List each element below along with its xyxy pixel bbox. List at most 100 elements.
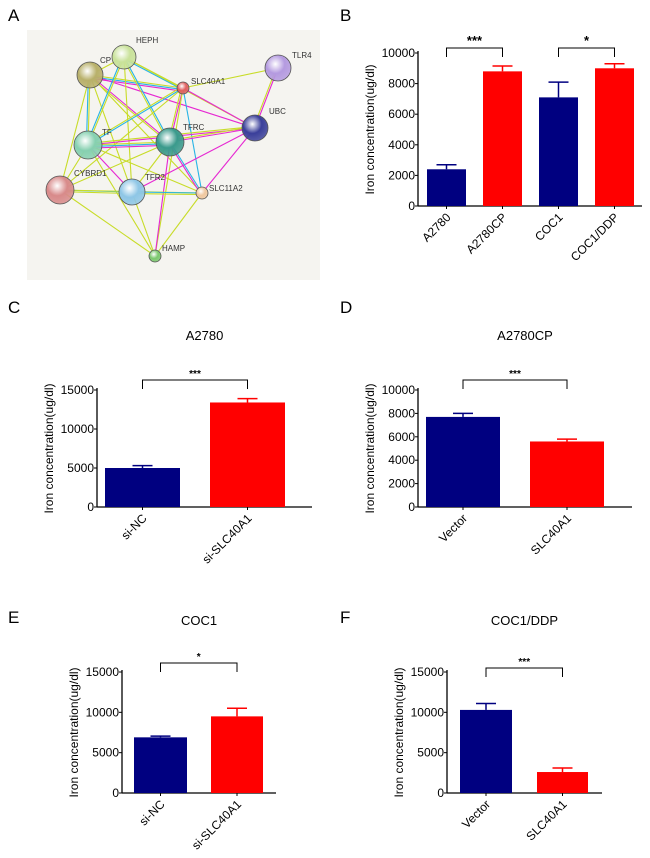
network-node-cybrd1[interactable] bbox=[45, 175, 75, 205]
network-edge bbox=[87, 87, 184, 146]
network-node-label: SLC40A1 bbox=[191, 77, 226, 86]
significance-bracket bbox=[446, 47, 503, 57]
network-edge bbox=[123, 56, 171, 143]
panel-label-a: A bbox=[8, 6, 20, 25]
significance-label: *** bbox=[467, 33, 483, 48]
network-edge bbox=[182, 87, 203, 194]
y-tick-label: 5000 bbox=[417, 746, 444, 760]
x-tick-label: SLC40A1 bbox=[523, 797, 569, 843]
network-edge bbox=[87, 144, 203, 194]
chart-title: A2780 bbox=[186, 328, 224, 343]
x-tick-label: A2780CP bbox=[463, 210, 509, 256]
network-node-ubc[interactable] bbox=[241, 114, 269, 142]
network-node-cp[interactable] bbox=[76, 61, 104, 89]
chart-title: A2780CP bbox=[497, 328, 553, 343]
network-edge bbox=[86, 86, 183, 145]
network-node-tlr4[interactable] bbox=[264, 54, 292, 82]
bar-coc1 bbox=[539, 97, 578, 206]
y-axis-label: Iron concentration(ug/dl) bbox=[363, 64, 377, 194]
x-tick-label: COC1/DDP bbox=[568, 210, 622, 264]
chart-e: COC1 0 5000 10000 15000 Iron concentration(ug… bbox=[67, 613, 276, 852]
chart-c: A2780 0 5000 10000 15000 Iron concentration(u… bbox=[42, 328, 312, 566]
y-tick-label: 6000 bbox=[388, 430, 415, 444]
significance-label: * bbox=[197, 652, 201, 663]
network-node-hamp[interactable] bbox=[148, 249, 162, 263]
network-edge bbox=[123, 56, 133, 193]
y-tick-label: 8000 bbox=[388, 406, 415, 420]
network-edge bbox=[154, 87, 184, 257]
x-tick-label: si-NC bbox=[119, 511, 150, 542]
network-node-label: HEPH bbox=[136, 36, 158, 45]
network-edge bbox=[89, 74, 171, 143]
chart-title: COC1 bbox=[181, 613, 217, 628]
y-tick-label: 10000 bbox=[86, 705, 120, 719]
network-edge bbox=[59, 141, 171, 191]
network-node-slc11a2[interactable] bbox=[195, 186, 209, 200]
significance-bracket bbox=[558, 47, 615, 57]
chart-b: 0 2000 4000 6000 8000 10000 Iron concentration… bbox=[363, 33, 642, 264]
y-tick-label: 8000 bbox=[388, 77, 415, 91]
bar-slc40a1 bbox=[530, 441, 604, 507]
network-edge bbox=[201, 127, 256, 194]
network-node-label: UBC bbox=[269, 107, 286, 116]
network-edge bbox=[169, 125, 255, 141]
network-node-tfr2[interactable] bbox=[118, 178, 146, 206]
x-tick-label: SLC40A1 bbox=[528, 511, 574, 557]
bar-si-slc40a1 bbox=[210, 402, 285, 507]
bar-a2780cp bbox=[483, 71, 522, 206]
y-tick-label: 15000 bbox=[61, 383, 95, 397]
y-tick-label: 6000 bbox=[388, 107, 415, 121]
network-edge bbox=[89, 74, 184, 89]
network-node-label: CP bbox=[100, 56, 111, 65]
bar-si-nc bbox=[105, 468, 180, 507]
network-edge bbox=[182, 87, 256, 129]
bar-a2780 bbox=[427, 169, 466, 206]
network-node-label: TFRC bbox=[183, 123, 205, 132]
x-tick-label: Vector bbox=[459, 797, 493, 831]
bar-si-slc40a1 bbox=[211, 716, 263, 793]
network-node-label: TLR4 bbox=[292, 51, 312, 60]
significance-bracket bbox=[485, 667, 563, 677]
y-tick-label: 0 bbox=[87, 500, 94, 514]
x-tick-label: si-NC bbox=[137, 797, 168, 828]
significance-bracket bbox=[462, 379, 568, 389]
bar-vector bbox=[426, 416, 500, 507]
x-tick-label: A2780 bbox=[419, 210, 454, 245]
panel-label-b: B bbox=[340, 6, 352, 25]
significance-label: * bbox=[584, 33, 590, 48]
y-tick-label: 4000 bbox=[388, 453, 415, 467]
chart-f: COC1/DDP 0 5000 10000 15000 Iron concentratio… bbox=[392, 613, 602, 843]
network-edge bbox=[86, 56, 124, 145]
chart-title: COC1/DDP bbox=[491, 613, 558, 628]
y-tick-label: 0 bbox=[408, 199, 415, 213]
chart-d: A2780CP 0 2000 4000 6000 8000 10000 Iron concen… bbox=[363, 328, 632, 557]
y-axis-label: Iron concentration(ug/dl) bbox=[392, 667, 406, 797]
network-node-slc40a1[interactable] bbox=[176, 81, 190, 95]
network-node-tfrc[interactable] bbox=[155, 127, 185, 157]
y-axis-label: Iron concentration(ug/dl) bbox=[363, 383, 377, 513]
x-tick-label: Vector bbox=[436, 511, 470, 545]
network-node-tf[interactable] bbox=[73, 130, 103, 160]
network-edge bbox=[59, 189, 156, 257]
y-tick-label: 2000 bbox=[388, 168, 415, 182]
x-tick-label: si-SLC40A1 bbox=[199, 511, 254, 566]
significance-label: *** bbox=[518, 657, 530, 668]
network-node-label: TFR2 bbox=[145, 173, 166, 182]
y-tick-label: 10000 bbox=[61, 422, 95, 436]
network-node-heph[interactable] bbox=[111, 44, 137, 70]
y-tick-label: 15000 bbox=[411, 665, 445, 679]
y-tick-label: 5000 bbox=[67, 461, 94, 475]
significance-label: *** bbox=[189, 369, 201, 380]
panel-label-e: E bbox=[8, 608, 20, 627]
bar-vector bbox=[460, 709, 512, 793]
significance-bracket bbox=[142, 379, 248, 389]
y-tick-label: 0 bbox=[437, 786, 444, 800]
network-edge bbox=[89, 74, 256, 129]
network-node-label: CYBRD1 bbox=[74, 169, 107, 178]
network-edge bbox=[59, 87, 184, 191]
network-edge bbox=[131, 127, 256, 193]
y-axis-label: Iron concentration(ug/dl) bbox=[42, 383, 56, 513]
network-edge bbox=[154, 192, 203, 257]
bar-slc40a1 bbox=[537, 772, 588, 793]
